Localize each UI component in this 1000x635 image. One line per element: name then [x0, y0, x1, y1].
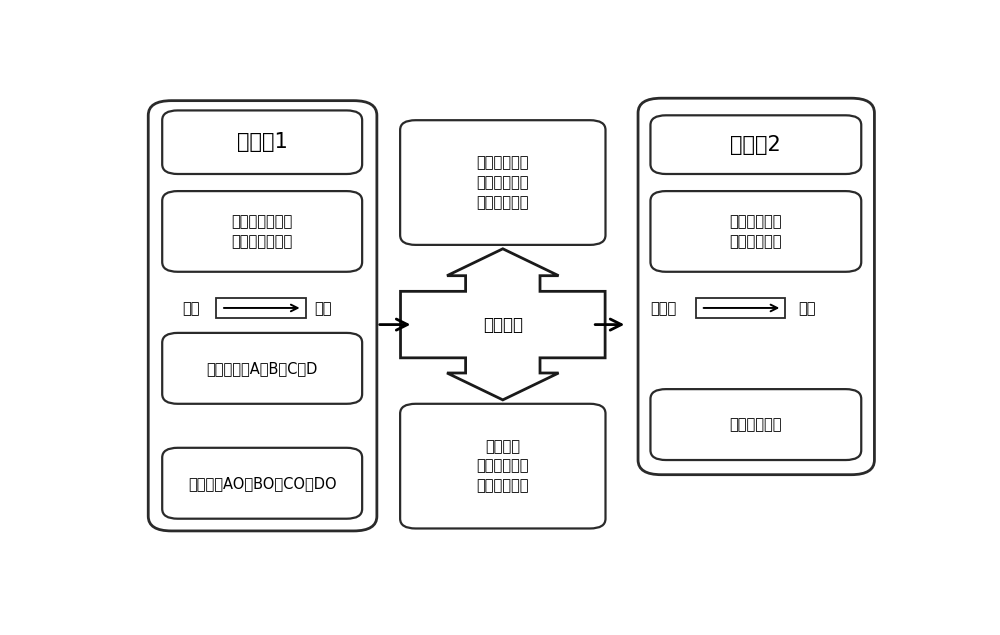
Text: 经验的动态噪声
先验的时间窗口: 经验的动态噪声 先验的时间窗口 — [232, 214, 293, 249]
Text: 解算: 解算 — [314, 301, 331, 316]
Text: 最优估计结果: 最优估计结果 — [730, 417, 782, 432]
FancyBboxPatch shape — [162, 333, 362, 404]
FancyBboxPatch shape — [148, 101, 377, 531]
FancyBboxPatch shape — [650, 116, 861, 174]
Text: 平稳阶段
减小动态噪声
放大时间窗口: 平稳阶段 减小动态噪声 放大时间窗口 — [477, 439, 529, 493]
Text: 基本: 基本 — [182, 301, 200, 316]
Text: 瞬时运动阶段
放大动态噪声
缩小时间窗口: 瞬时运动阶段 放大动态噪声 缩小时间窗口 — [477, 155, 529, 210]
Text: 状态调整: 状态调整 — [483, 316, 523, 333]
FancyBboxPatch shape — [162, 110, 362, 174]
FancyBboxPatch shape — [400, 120, 606, 245]
Text: 解算: 解算 — [798, 301, 816, 316]
FancyBboxPatch shape — [162, 448, 362, 519]
FancyBboxPatch shape — [650, 191, 861, 272]
Polygon shape — [401, 249, 605, 400]
FancyBboxPatch shape — [650, 389, 861, 460]
Bar — [696, 298, 785, 318]
FancyBboxPatch shape — [400, 404, 606, 528]
Text: 自适应: 自适应 — [650, 301, 677, 316]
FancyBboxPatch shape — [638, 98, 874, 475]
Text: 最优动态噪声
最佳时间窗口: 最优动态噪声 最佳时间窗口 — [730, 214, 782, 249]
Bar — [216, 298, 306, 318]
Text: 定义标准AO，BO，CO，DO: 定义标准AO，BO，CO，DO — [188, 476, 336, 491]
Text: 计算统计量A，B，C，D: 计算统计量A，B，C，D — [206, 361, 318, 376]
Text: 滤波器2: 滤波器2 — [730, 135, 781, 155]
Text: 滤波器1: 滤波器1 — [237, 132, 288, 152]
FancyBboxPatch shape — [162, 191, 362, 272]
